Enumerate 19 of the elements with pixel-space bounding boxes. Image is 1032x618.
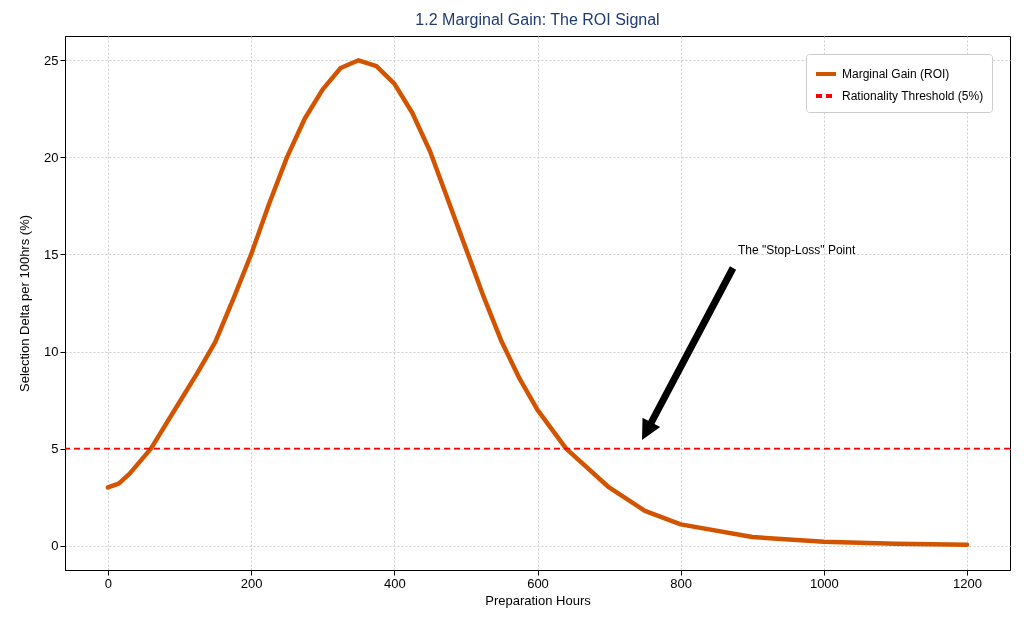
legend-label: Marginal Gain (ROI): [842, 67, 950, 81]
x-tick-label: 600: [527, 575, 549, 591]
x-tick-label: 1000: [809, 575, 839, 591]
x-tick-label: 1200: [953, 575, 983, 591]
y-tick-label: 20: [44, 149, 59, 165]
x-tick-label: 400: [383, 575, 406, 591]
y-axis-title: Selection Delta per 100hrs (%): [17, 214, 33, 393]
y-tick-label: 10: [44, 344, 59, 360]
chart-title: 1.2 Marginal Gain: The ROI Signal: [415, 11, 660, 28]
x-tick-label: 800: [670, 575, 693, 591]
legend-label: Rationality Threshold (5%): [842, 89, 984, 103]
x-tick-label: 200: [240, 575, 263, 591]
y-tick-label: 5: [51, 441, 59, 457]
x-axis-title: Preparation Hours: [485, 592, 592, 608]
y-tick-label: 15: [44, 246, 59, 262]
y-tick-label: 0: [51, 538, 59, 554]
x-tick-label: 0: [104, 575, 113, 591]
annotation: The "Stop-Loss" Point: [738, 243, 856, 257]
y-tick-label: 25: [44, 52, 59, 68]
